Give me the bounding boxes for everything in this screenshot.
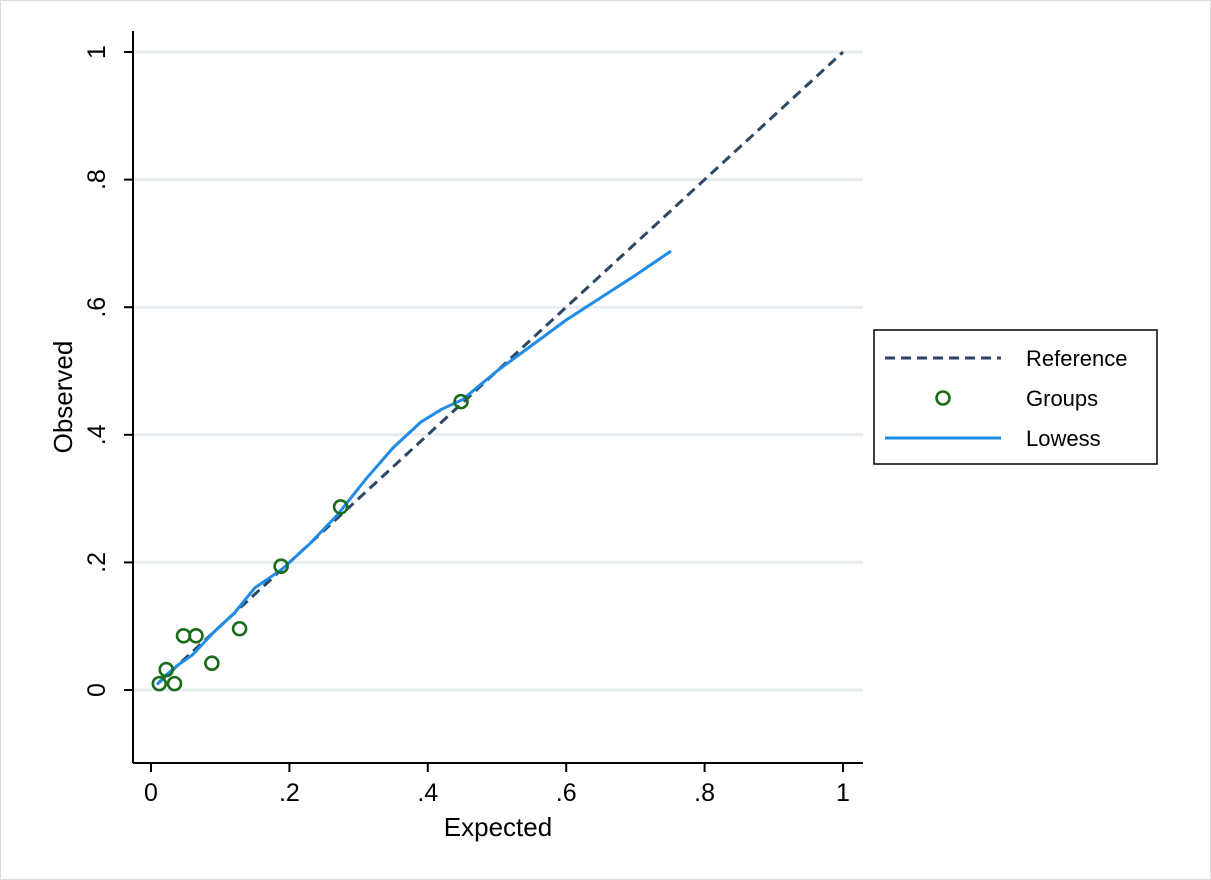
data-point-groups-6: [231, 620, 248, 637]
x-tick-label-3: .6: [556, 779, 577, 807]
data-point-groups-9: [453, 393, 469, 410]
plot-series: [151, 50, 845, 692]
y-tick-label-3: .6: [83, 297, 111, 318]
x-axis-title: Expected: [444, 812, 552, 842]
legend-reference-label: Reference: [1026, 346, 1128, 371]
legend: Reference Groups Lowess: [873, 329, 1158, 465]
legend-groups-label: Groups: [1026, 386, 1098, 411]
legend-lowess-label: Lowess: [1026, 426, 1101, 451]
legend-box: [873, 329, 1158, 465]
y-tick-label-0: 0: [83, 683, 111, 697]
x-tick-label-2: .4: [417, 779, 438, 807]
axes: 0 .2 .4 .6 .8 1 0 .2 .4 .6 .8 1 Expected Observed: [48, 31, 863, 842]
data-point-groups-3: [175, 627, 192, 644]
x-tick-label-5: 1: [836, 779, 850, 807]
data-point-groups-7: [273, 558, 289, 575]
y-tick-label-4: .8: [83, 169, 111, 190]
data-point-groups-4: [188, 627, 204, 644]
series-lowess-line: [156, 250, 672, 686]
legend-groups-marker: [935, 390, 951, 406]
gridlines: [133, 50, 863, 692]
data-point-groups-0: [151, 675, 168, 692]
data-point-groups-5: [204, 655, 220, 672]
x-tick-label-1: .2: [279, 779, 300, 807]
y-tick-label-2: .4: [83, 424, 111, 445]
y-axis-title: Observed: [48, 341, 78, 454]
y-tick-label-5: 1: [83, 45, 111, 59]
x-tick-label-0: 0: [144, 779, 158, 807]
y-tick-label-1: .2: [83, 552, 111, 573]
x-tick-label-4: .8: [694, 779, 715, 807]
data-point-groups-8: [332, 499, 349, 515]
data-point-groups-1: [158, 661, 175, 678]
data-point-groups-2: [166, 675, 183, 692]
